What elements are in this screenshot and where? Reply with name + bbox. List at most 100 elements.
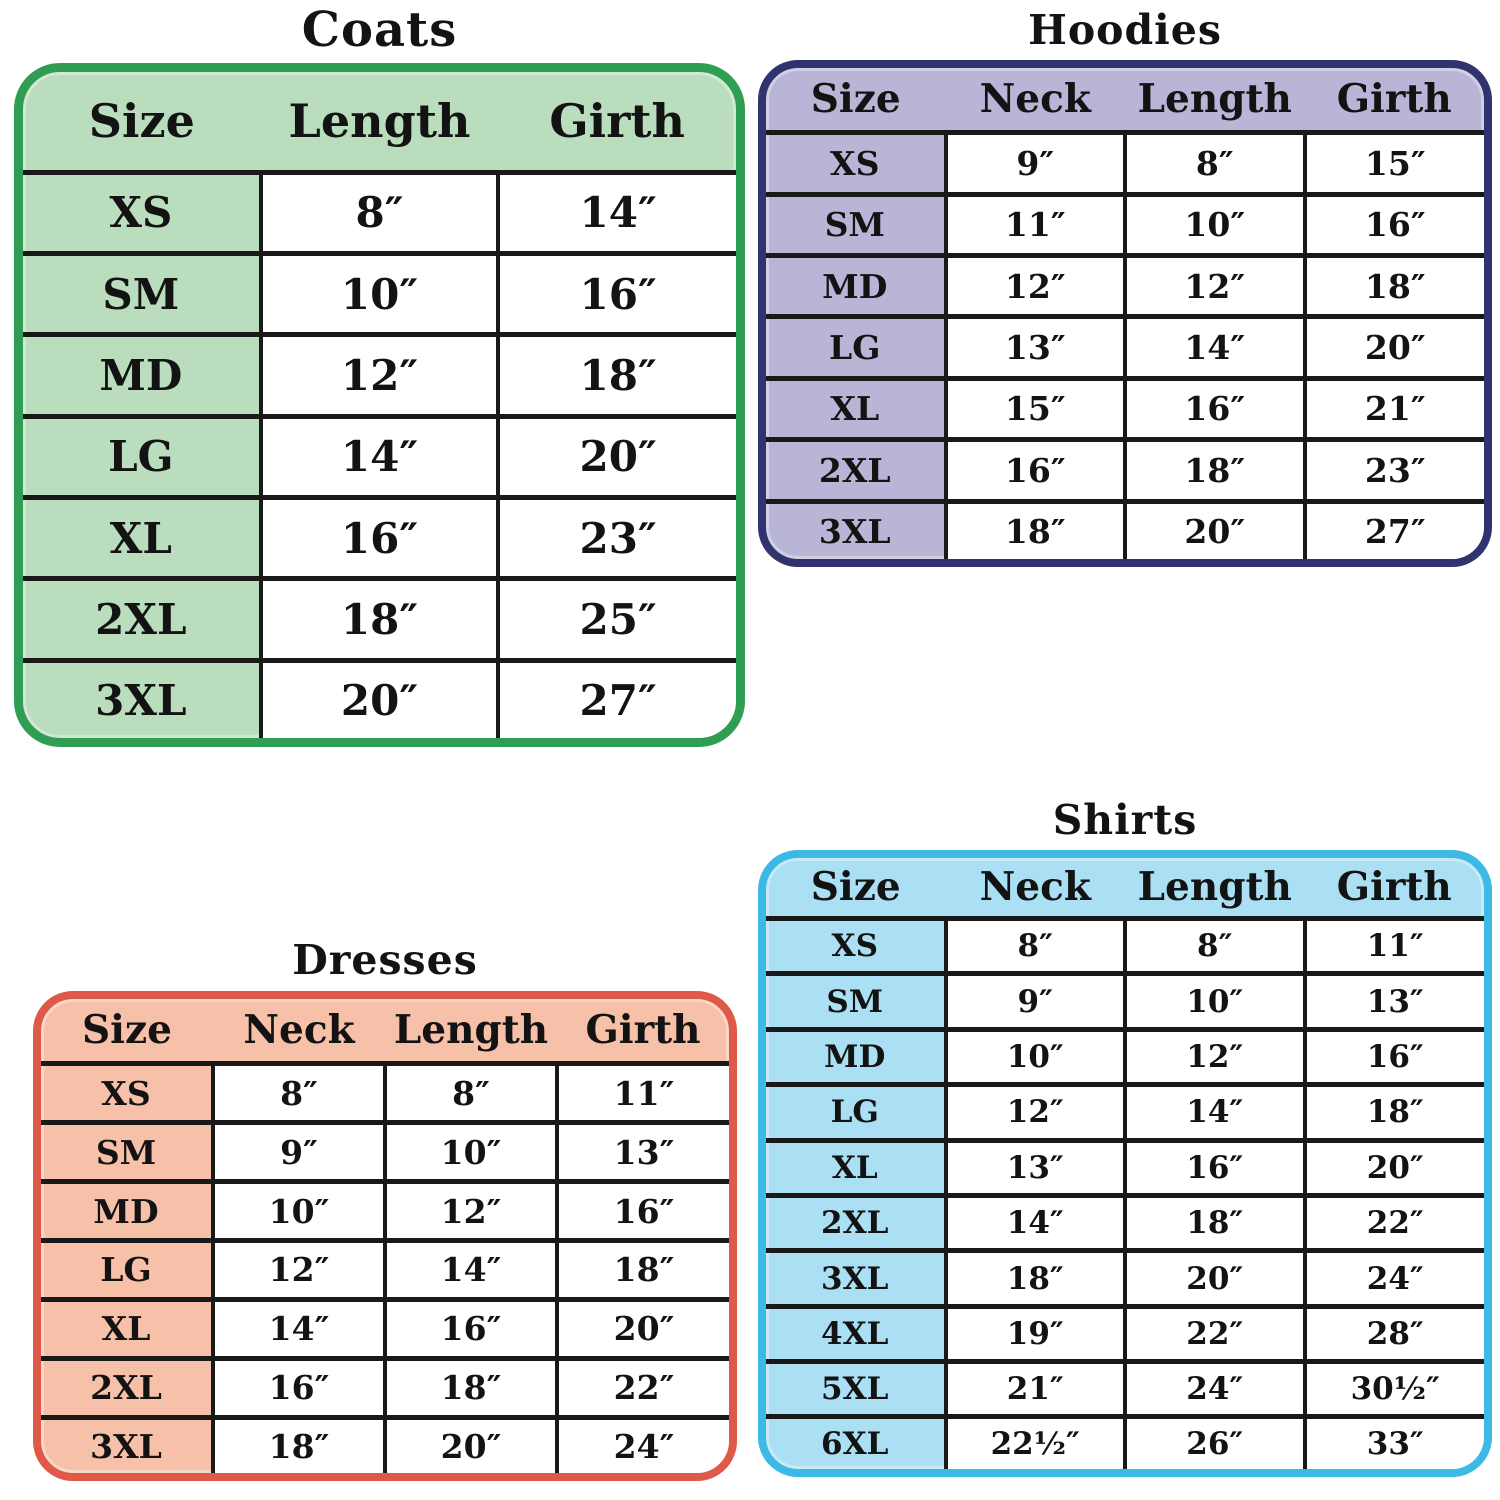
size-label: SM (23, 251, 263, 335)
size-row: XL 16″ 23″ (23, 495, 736, 579)
hoodies-table: Size Neck Length Girth XS 9″ 8″ 15″ SM 11″ 10″ 16″ M… (758, 60, 1492, 568)
measurement-value: 20″ (498, 413, 736, 498)
size-row: 2XL 16″ 18″ 22″ (41, 1355, 729, 1418)
column-header: Length (1125, 858, 1305, 922)
size-row: SM 9″ 10″ 13″ (766, 971, 1484, 1030)
size-label: 3XL (766, 498, 948, 560)
measurement-value: 14″ (498, 172, 736, 254)
size-row: XS 8″ 14″ (23, 172, 736, 254)
column-header: Girth (1304, 858, 1484, 922)
measurement-value: 18″ (1125, 1192, 1307, 1251)
size-row: SM 10″ 16″ (23, 251, 736, 335)
column-header: Neck (213, 999, 385, 1067)
size-label: XL (766, 1137, 948, 1196)
size-row: 3XL 18″ 20″ 24″ (41, 1414, 729, 1474)
measurement-value: 16″ (385, 1296, 559, 1359)
size-label: 2XL (766, 1192, 948, 1251)
measurement-value: 18″ (1125, 437, 1307, 502)
measurement-value: 10″ (945, 1026, 1127, 1085)
dresses-size-table: Size Neck Length Girth XS 8″ 8″ 11″ SM 9″ 10″ 13″ MD… (41, 999, 729, 1474)
measurement-value: 21″ (945, 1359, 1127, 1417)
hoodies-size-chart-panel: Hoodies Size Neck Length Girth XS 9″ 8″ 15″ SM 11… (758, 7, 1492, 568)
size-row: XL 13″ 16″ 20″ (766, 1137, 1484, 1196)
size-row: LG 14″ 20″ (23, 413, 736, 498)
measurement-value: 10″ (1125, 971, 1307, 1030)
column-header: Size (766, 858, 946, 922)
shirts-title: Shirts (1052, 796, 1198, 844)
size-row: XL 14″ 16″ 20″ (41, 1296, 729, 1359)
size-label: 4XL (766, 1303, 948, 1362)
column-header: Girth (1304, 68, 1484, 136)
size-label: SM (766, 971, 948, 1030)
measurement-value: 16″ (1304, 1026, 1484, 1085)
measurement-value: 12″ (1125, 252, 1307, 317)
measurement-value: 10″ (1125, 191, 1307, 256)
size-row: XL 15″ 16″ 21″ (766, 375, 1484, 440)
measurement-value: 20″ (1125, 1248, 1307, 1307)
measurement-value: 16″ (498, 251, 736, 335)
size-label: XS (766, 132, 948, 195)
size-row: 5XL 21″ 24″ 30½″ (766, 1359, 1484, 1417)
column-header: Neck (945, 858, 1125, 922)
header-row: Size Neck Length Girth (766, 858, 1484, 922)
measurement-value: 18″ (557, 1238, 729, 1300)
column-header: Length (1125, 68, 1305, 136)
measurement-value: 11″ (557, 1063, 729, 1123)
measurement-value: 22″ (557, 1355, 729, 1418)
measurement-value: 27″ (1304, 498, 1484, 560)
size-label: LG (23, 413, 263, 498)
measurement-value: 16″ (213, 1355, 387, 1418)
shirts-size-table: Size Neck Length Girth XS 8″ 8″ 11″ SM 9″ 10″ 13″ MD… (766, 858, 1484, 1470)
coats-title: Coats (301, 2, 458, 58)
measurement-value: 13″ (1304, 971, 1484, 1030)
measurement-value: 18″ (213, 1414, 387, 1474)
size-label: 2XL (41, 1355, 215, 1418)
measurement-value: 22½″ (945, 1414, 1127, 1470)
measurement-value: 18″ (498, 332, 736, 417)
measurement-value: 12″ (213, 1238, 387, 1300)
measurement-value: 8″ (213, 1063, 387, 1123)
measurement-value: 21″ (1304, 375, 1484, 440)
size-label: SM (766, 191, 948, 256)
measurement-value: 12″ (945, 252, 1127, 317)
measurement-value: 14″ (213, 1296, 387, 1359)
measurement-value: 9″ (945, 132, 1127, 195)
measurement-value: 14″ (1125, 1082, 1307, 1141)
size-row: LG 13″ 14″ 20″ (766, 314, 1484, 379)
measurement-value: 20″ (260, 657, 501, 738)
size-label: 6XL (766, 1414, 948, 1470)
size-label: MD (41, 1179, 215, 1241)
measurement-value: 20″ (557, 1296, 729, 1359)
measurement-value: 20″ (1125, 498, 1307, 560)
measurement-value: 18″ (1304, 1082, 1484, 1141)
measurement-value: 24″ (1125, 1359, 1307, 1417)
measurement-value: 16″ (557, 1179, 729, 1241)
measurement-value: 8″ (1125, 132, 1307, 195)
measurement-value: 15″ (945, 375, 1127, 440)
size-label: XL (41, 1296, 215, 1359)
measurement-value: 16″ (1125, 375, 1307, 440)
measurement-value: 14″ (1125, 314, 1307, 379)
size-label: 2XL (23, 576, 263, 661)
measurement-value: 16″ (1125, 1137, 1307, 1196)
size-label: XL (766, 375, 948, 440)
measurement-value: 16″ (260, 495, 501, 579)
measurement-value: 18″ (260, 576, 501, 661)
measurement-value: 12″ (945, 1082, 1127, 1141)
size-row: MD 10″ 12″ 16″ (41, 1179, 729, 1241)
measurement-value: 20″ (1304, 314, 1484, 379)
measurement-value: 10″ (213, 1179, 387, 1241)
size-row: SM 11″ 10″ 16″ (766, 191, 1484, 256)
size-row: 2XL 14″ 18″ 22″ (766, 1192, 1484, 1251)
measurement-value: 8″ (385, 1063, 559, 1123)
column-header: Length (260, 71, 499, 175)
measurement-value: 18″ (385, 1355, 559, 1418)
size-label: LG (766, 1082, 948, 1141)
column-header: Size (766, 68, 946, 136)
measurement-value: 9″ (945, 971, 1127, 1030)
size-row: 3XL 18″ 20″ 24″ (766, 1248, 1484, 1307)
measurement-value: 14″ (945, 1192, 1127, 1251)
size-label: SM (41, 1120, 215, 1182)
size-label: XS (766, 918, 948, 974)
